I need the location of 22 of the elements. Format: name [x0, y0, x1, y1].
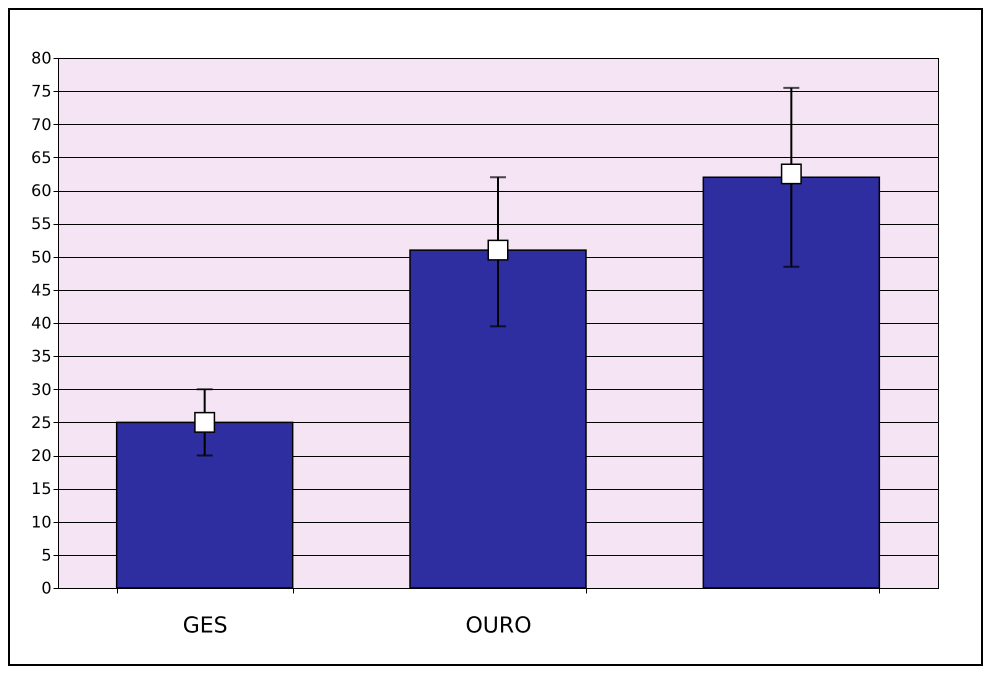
y-tick-label: 40 — [31, 314, 52, 332]
y-tick-label: 80 — [31, 48, 52, 68]
y-tick-label: 20 — [31, 446, 52, 465]
y-tick-label: 25 — [31, 412, 52, 432]
y-tick-label: 10 — [31, 512, 52, 532]
point — [488, 240, 508, 261]
y-tick-label: 35 — [31, 346, 52, 366]
y-tick-label: 45 — [31, 280, 52, 300]
x-tick-label: OURO — [465, 614, 532, 638]
y-tick-label: 75 — [31, 82, 52, 101]
y-tick-label: 70 — [31, 114, 52, 134]
y-tick-label: 30 — [31, 380, 52, 399]
y-tick-label: 15 — [31, 479, 52, 498]
y-tick-label: 60 — [31, 181, 52, 200]
y-tick-label: 65 — [31, 148, 52, 167]
y-tick-label: 50 — [31, 247, 52, 266]
point — [780, 163, 802, 184]
x-tick-label: GES — [182, 614, 228, 638]
y-tick-label: 5 — [41, 545, 52, 564]
point — [194, 412, 216, 433]
y-tick-label: 55 — [31, 214, 52, 234]
y-tick-label: 0 — [41, 578, 52, 598]
